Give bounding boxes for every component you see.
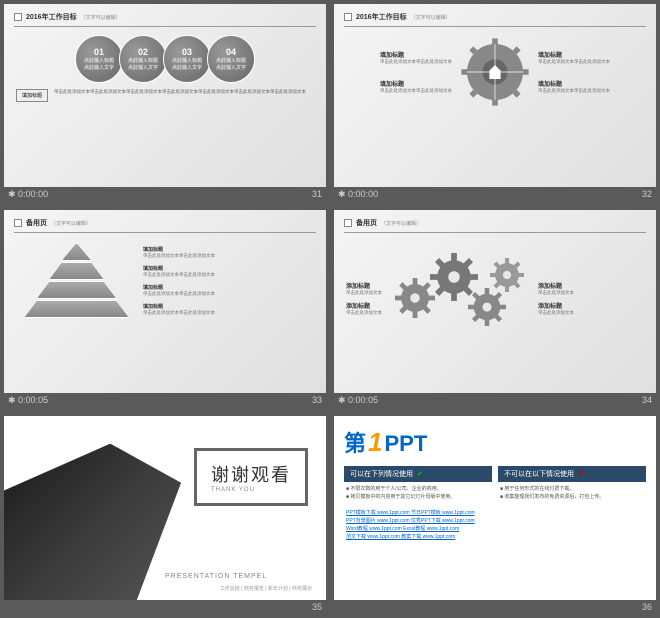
right-gear-labels: 添加标题单击此处添加文本 添加标题单击此处添加文本 (538, 281, 574, 316)
circle-3: 03点此输入标题点此输入文字 (163, 35, 211, 83)
circle-4: 04点此输入标题点此输入文字 (207, 35, 255, 83)
anim-icon: ✱ 0:00:00 (8, 189, 48, 200)
links-list: PPT模板下载 www.1ppt.com 节日PPT模板 www.1ppt.co… (344, 505, 646, 545)
desc-text: 单击此处添加文本单击此处添加文本单击此处添加文本单击此处添加文本单击此处添加文本… (54, 89, 314, 95)
thank-you-box: 谢谢观看 THANK YOU (194, 448, 308, 506)
header-sub: （文字可以编辑） (81, 14, 121, 21)
slide-number: 31 (312, 189, 322, 200)
presentation-label: PRESENTATION TEMPEL (165, 573, 267, 580)
pyramid-chart (24, 243, 129, 318)
header-square-icon (14, 13, 22, 21)
pyramid-labels: 填加标题单击此处添加文本单击此处添加文本 填加标题单击此处添加文本单击此处添加文… (143, 246, 215, 316)
architecture-image (4, 444, 181, 600)
slide-35[interactable]: 谢谢观看 THANK YOU PRESENTATION TEMPEL 工作总结 … (4, 416, 326, 614)
slide-31[interactable]: 2016年工作目标 （文字可以编辑） 01点此输入标题点此输入文字 02点此输入… (4, 4, 326, 202)
gears-cluster-icon (390, 243, 530, 353)
slide-36[interactable]: 第 1 PPT 可以在下列情况使用✔ ■ 不限次数的用于个人/公司、企业的商用。… (334, 416, 656, 614)
add-title-button: 填加标题 (16, 89, 48, 102)
left-gear-labels: 添加标题单击此处添加文本 添加标题单击此处添加文本 (346, 281, 382, 316)
cannot-use-box: 不可以在以下情况使用✘ ■ 用于任何形式的在线付费下载。 ■ 收集整理我们发布的… (498, 466, 646, 505)
logo: 第 1 PPT (344, 426, 646, 458)
slide-32[interactable]: 2016年工作目标（文字可以编辑） 填加标题单击此处添加文本单击此处添加文本 填… (334, 4, 656, 202)
circle-1: 01点此输入标题点此输入文字 (75, 35, 123, 83)
slide-header: 2016年工作目标 （文字可以编辑） (4, 4, 326, 26)
header-title: 2016年工作目标 (26, 12, 77, 22)
circles-row: 01点此输入标题点此输入文字 02点此输入标题点此输入文字 03点此输入标题点此… (4, 35, 326, 83)
gear-puzzle-icon (460, 37, 530, 107)
slide-33[interactable]: 备用页（文字可以编辑） 填加标题单击此处添加文本单击此处添加文本 填加标题单击此… (4, 210, 326, 408)
footer-nav: 工作总结 | 商务报告 | 新年计划 | 商务展示 (220, 585, 312, 592)
left-labels: 填加标题单击此处添加文本单击此处添加文本 填加标题单击此处添加文本单击此处添加文… (380, 50, 452, 94)
right-labels: 填加标题单击此处添加文本单击此处添加文本 填加标题单击此处添加文本单击此处添加文… (538, 50, 610, 94)
can-use-box: 可以在下列情况使用✔ ■ 不限次数的用于个人/公司、企业的商用。 ■ 拷贝模板中… (344, 466, 492, 505)
slide-grid: 2016年工作目标 （文字可以编辑） 01点此输入标题点此输入文字 02点此输入… (0, 0, 660, 618)
circle-2: 02点此输入标题点此输入文字 (119, 35, 167, 83)
slide-34[interactable]: 备用页（文字可以编辑） 添加标题单击此处添加文本 添加标题单击此处添加文本 添加… (334, 210, 656, 408)
